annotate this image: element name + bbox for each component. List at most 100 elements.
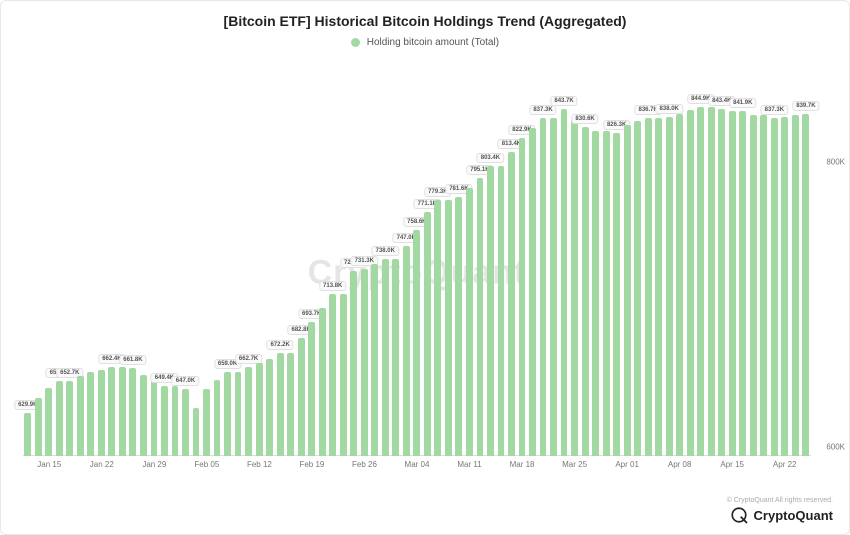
bar-slot: 659.0K xyxy=(223,71,233,456)
x-tick-label: Mar 04 xyxy=(405,460,430,469)
bar-slot: 647.0K xyxy=(181,71,191,456)
x-tick-label: Mar 18 xyxy=(510,460,535,469)
bar: 738.0K xyxy=(382,259,389,456)
bar-slot: 738.0K xyxy=(381,71,391,456)
bar-slot: 838.0K xyxy=(664,71,674,456)
bar-slot xyxy=(728,71,738,456)
bar-slot xyxy=(496,71,506,456)
bar xyxy=(319,308,326,456)
bar-slot xyxy=(622,71,632,456)
bar: 803.4K xyxy=(487,166,494,456)
bar xyxy=(729,111,736,456)
bar-slot xyxy=(191,71,201,456)
bar-slot: 731.3K xyxy=(360,71,370,456)
brand-name: CryptoQuant xyxy=(754,508,833,523)
bar xyxy=(77,376,84,456)
bar-slot xyxy=(749,71,759,456)
bar: 682.8K xyxy=(298,338,305,456)
bar-slot: 758.6K xyxy=(412,71,422,456)
bar: 672.2K xyxy=(277,353,284,456)
bar-slot: 830.6K xyxy=(580,71,590,456)
x-tick-label: Apr 08 xyxy=(668,460,692,469)
bar-slot xyxy=(212,71,222,456)
bar-slot xyxy=(149,71,159,456)
bar-slot: 826.3K xyxy=(612,71,622,456)
brand-logo-icon xyxy=(730,506,748,524)
bar: 652.7K xyxy=(56,381,63,456)
bar xyxy=(340,294,347,456)
bar: 758.6K xyxy=(413,230,420,456)
legend-label: Holding bitcoin amount (Total) xyxy=(367,37,499,48)
bar xyxy=(529,128,536,456)
bar-slot xyxy=(780,71,790,456)
bar xyxy=(256,363,263,456)
bar-slot: 839.7K xyxy=(801,71,811,456)
bar-slot: 713.8K xyxy=(328,71,338,456)
bar-slot: 837.3K xyxy=(538,71,548,456)
bar: 795.1K xyxy=(477,178,484,456)
bar-slot: 629.9K xyxy=(23,71,33,456)
bar xyxy=(392,259,399,456)
bar-slot xyxy=(370,71,380,456)
bar-slot: 747.0K xyxy=(402,71,412,456)
bars-group: 629.9K652.7K652.7K662.4K661.8K649.4K647.… xyxy=(23,71,811,456)
chart-title: [Bitcoin ETF] Historical Bitcoin Holding… xyxy=(1,1,849,29)
bar xyxy=(760,115,767,456)
bar: 747.0K xyxy=(403,246,410,456)
bar xyxy=(466,188,473,456)
x-tick-label: Feb 19 xyxy=(299,460,324,469)
bar-slot: 779.3K xyxy=(433,71,443,456)
bar: 713.8K xyxy=(329,294,336,456)
bar-slot xyxy=(791,71,801,456)
bar-slot xyxy=(528,71,538,456)
bar: 779.3K xyxy=(434,200,441,456)
bar xyxy=(676,114,683,456)
x-tick-label: Apr 15 xyxy=(720,460,744,469)
bar-slot xyxy=(97,71,107,456)
bar xyxy=(708,107,715,456)
bar-slot xyxy=(549,71,559,456)
bar: 839.7K xyxy=(802,114,809,456)
bar xyxy=(781,117,788,456)
bar-slot: 844.9K xyxy=(696,71,706,456)
bar: 837.3K xyxy=(771,118,778,456)
footer-brand: CryptoQuant xyxy=(730,506,833,524)
chart-legend: Holding bitcoin amount (Total) xyxy=(1,37,849,48)
x-tick-label: Jan 29 xyxy=(142,460,166,469)
bar-slot: 781.6K xyxy=(454,71,464,456)
bar xyxy=(266,359,273,456)
bar: 693.7K xyxy=(308,322,315,456)
bar: 841.9K xyxy=(739,111,746,456)
bar-slot xyxy=(233,71,243,456)
bar-slot xyxy=(34,71,44,456)
bar xyxy=(45,388,52,456)
bar-slot xyxy=(465,71,475,456)
bar xyxy=(624,125,631,456)
x-tick-label: Mar 25 xyxy=(562,460,587,469)
x-tick-label: Feb 26 xyxy=(352,460,377,469)
bar xyxy=(445,200,452,456)
bar xyxy=(498,166,505,456)
bar-slot: 841.9K xyxy=(738,71,748,456)
bar: 844.9K xyxy=(697,107,704,456)
bar-slot xyxy=(633,71,643,456)
bar-slot: 822.9K xyxy=(517,71,527,456)
bar xyxy=(603,131,610,456)
bar: 662.7K xyxy=(245,367,252,456)
bar-slot xyxy=(265,71,275,456)
bar-slot xyxy=(675,71,685,456)
bar-slot xyxy=(118,71,128,456)
bar-slot xyxy=(139,71,149,456)
bar-slot xyxy=(317,71,327,456)
bar-slot xyxy=(254,71,264,456)
bar: 830.6K xyxy=(582,127,589,456)
legend-dot-icon xyxy=(351,38,360,47)
plot-area: CryptoQuant 629.9K652.7K652.7K662.4K661.… xyxy=(23,71,811,474)
bar-slot xyxy=(202,71,212,456)
bar xyxy=(203,389,210,456)
bar: 843.7K xyxy=(561,109,568,456)
bar-slot: 662.7K xyxy=(244,71,254,456)
bar: 826.3K xyxy=(613,133,620,456)
bar: 661.8K xyxy=(129,368,136,456)
bar: 647.0K xyxy=(182,389,189,456)
